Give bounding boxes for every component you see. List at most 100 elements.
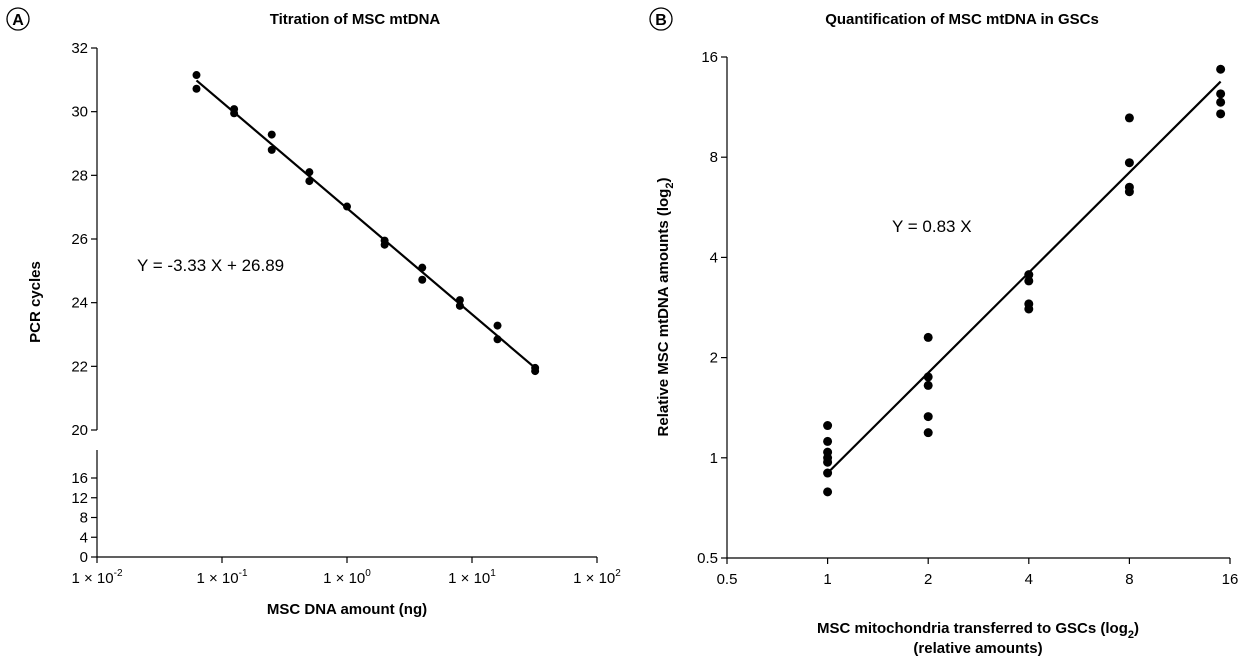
panel-b-data-point <box>923 380 933 390</box>
panel-b-data-point <box>1124 158 1134 168</box>
panel-a-data-point <box>493 321 502 330</box>
panel-b-letter-circle <box>649 7 673 31</box>
panel-b-y-tick-label: 16 <box>701 49 718 66</box>
panel-a-x-tick-exponent: 0 <box>365 568 371 579</box>
panel-b-y-tick-label: 2 <box>710 350 718 367</box>
panel-b-y-tick-label: 1 <box>710 450 718 467</box>
panel-b-points <box>823 64 1226 497</box>
panel-a-x-label: MSC DNA amount (ng) <box>267 601 427 618</box>
panel-a-y-label: PCR cycles <box>27 261 44 343</box>
panel-a-x-tick-label: 1 × 102 <box>573 568 621 587</box>
panel-b-y-label-end: ) <box>655 178 672 183</box>
panel-a-x-tick-exponent: 1 <box>490 568 496 579</box>
panel-a-x-tick-label: 1 × 10-1 <box>196 568 247 587</box>
panel-b-data-point <box>1216 89 1226 99</box>
panel-b-y-ticks: 0.5 1 2 4 8 16 <box>697 49 727 567</box>
panel-b-data-point <box>1024 270 1034 280</box>
panel-b-x-tick-label: 8 <box>1125 571 1133 588</box>
panel-a-data-point <box>267 130 276 139</box>
panel-b-y-tick-label: 4 <box>710 249 718 266</box>
panel-b-y-tick-label: 8 <box>710 149 718 166</box>
panel-a-data-point <box>455 301 464 310</box>
panel-a-points <box>192 71 540 376</box>
panel-a-y-tick-label-lower: 8 <box>80 510 88 527</box>
panel-a-y-tick-label-upper: 26 <box>71 231 88 248</box>
panel-a-y-tick-label-upper: 30 <box>71 104 88 121</box>
panel-a-x-ticks: 1 × 10-2 1 × 10-1 1 × 100 1 × 101 1 × 102 <box>71 557 621 587</box>
panel-b-data-point <box>823 436 833 446</box>
panel-b-x-tick-label: 4 <box>1025 571 1033 588</box>
panel-a-y-tick-label-upper: 20 <box>71 422 88 439</box>
panel-a-data-point <box>305 168 314 177</box>
panel-a-data-point <box>493 335 502 344</box>
panel-a-y-tick-label-upper: 22 <box>71 358 88 375</box>
panel-a-y-tick-label-upper: 28 <box>71 167 88 184</box>
panel-b-x-tick-label: 2 <box>924 571 932 588</box>
panel-b-data-point <box>923 332 933 342</box>
panel-a-x-tick-mantissa: 1 × 10 <box>323 570 365 587</box>
panel-a-data-point <box>380 240 389 249</box>
panel-b-data-point <box>823 421 833 431</box>
panel-b-x-tick-label: 0.5 <box>717 571 738 588</box>
panel-a-x-tick-mantissa: 1 × 10 <box>196 570 238 587</box>
panel-b-equation: Y = 0.83 X <box>892 217 972 236</box>
panel-b-y-label: Relative MSC mtDNA amounts (log2) <box>655 178 676 437</box>
panel-a-data-point <box>531 367 540 376</box>
panel-b-data-point <box>823 468 833 478</box>
panel-a-x-tick-mantissa: 1 × 10 <box>71 570 113 587</box>
panel-a-y-tick-label-lower: 0 <box>80 549 88 566</box>
panel-b-letter: B <box>655 12 667 29</box>
panel-a-x-tick-label: 1 × 100 <box>323 568 371 587</box>
panel-b-y-tick-label: 0.5 <box>697 550 718 567</box>
panel-a-data-point <box>230 109 239 118</box>
panel-a-data-point <box>343 202 351 211</box>
panel-a-fit-line <box>195 79 536 369</box>
panel-b-fit-line <box>826 80 1222 474</box>
panel-b-x-label: MSC mitochondria transferred to GSCs (lo… <box>817 620 1139 641</box>
panel-a-x-tick-exponent: 2 <box>615 568 621 579</box>
panel-a-equation: Y = -3.33 X + 26.89 <box>137 256 284 275</box>
panel-a-y-ticks-lower: 0 4 8 12 16 <box>71 470 97 566</box>
panel-b-x-label-end: ) <box>1134 620 1139 637</box>
panel-a-y-tick-label-upper: 24 <box>71 295 88 312</box>
panel-b-x-label-line2: (relative amounts) <box>913 640 1042 657</box>
panel-b-data-point <box>1216 97 1226 107</box>
panel-a-y-tick-label-lower: 16 <box>71 470 88 487</box>
panel-b-data-point <box>1024 276 1034 286</box>
panel-a-x-tick-label: 1 × 10-2 <box>71 568 122 587</box>
panel-a-x-tick-exponent: -1 <box>239 568 248 579</box>
panel-a-y-tick-label-upper: 32 <box>71 40 88 57</box>
panel-a-x-tick-label: 1 × 101 <box>448 568 496 587</box>
panel-b-data-point <box>1216 109 1226 119</box>
panel-a-y-tick-label-lower: 12 <box>71 490 88 507</box>
panel-a-title: Titration of MSC mtDNA <box>270 11 441 28</box>
panel-b-x-ticks: 0.5 1 2 4 8 16 <box>717 558 1239 588</box>
panel-a-letter: A <box>12 12 24 29</box>
panel-b-x-tick-label: 16 <box>1222 571 1239 588</box>
panel-a-letter-circle <box>6 7 30 31</box>
panel-a-data-point <box>192 84 201 93</box>
panel-a: A Titration of MSC mtDNA 20222426283032 … <box>6 7 621 618</box>
panel-a-x-tick-exponent: -2 <box>114 568 123 579</box>
panel-b-data-point <box>923 372 933 382</box>
panel-a-data-point <box>455 296 464 305</box>
panel-b-x-label-sub: 2 <box>1128 629 1134 641</box>
panel-b-x-label-main: MSC mitochondria transferred to GSCs (lo… <box>817 620 1128 637</box>
panel-b-data-point <box>1216 64 1226 74</box>
panel-b-data-point <box>923 428 933 438</box>
panel-b-data-point <box>823 487 833 497</box>
panel-a-data-point <box>418 275 427 284</box>
panel-b-data-point <box>823 457 833 467</box>
panel-b-y-label-sub: 2 <box>664 183 676 189</box>
panel-a-data-point <box>192 71 201 80</box>
panel-a-data-point <box>267 145 276 154</box>
panel-b-data-point <box>1024 304 1034 314</box>
panel-b-y-label-main: Relative MSC mtDNA amounts (log <box>655 189 672 437</box>
panel-b-data-point <box>923 412 933 422</box>
panel-a-data-point <box>305 177 314 186</box>
panel-b-data-point <box>1124 113 1134 123</box>
panel-a-data-point <box>418 263 427 272</box>
panel-b-x-tick-label: 1 <box>823 571 831 588</box>
panel-b-data-point <box>1124 187 1134 197</box>
